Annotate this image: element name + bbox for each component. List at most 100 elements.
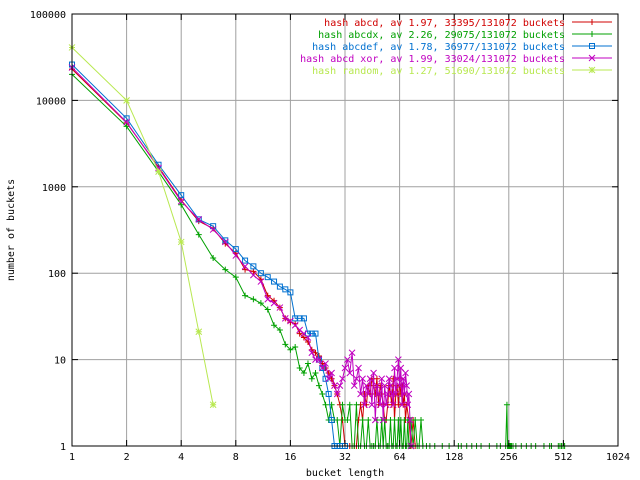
- data-point: [319, 390, 326, 397]
- data-point: [382, 401, 390, 409]
- data-point: [346, 369, 354, 377]
- data-point: [391, 364, 398, 372]
- data-point: [325, 375, 332, 383]
- data-point: [328, 369, 335, 377]
- data-point: [398, 401, 406, 409]
- x-tick-label: 64: [394, 452, 406, 463]
- data-point: [364, 390, 372, 398]
- data-point: [418, 416, 425, 423]
- data-point: [250, 296, 257, 303]
- legend-entry-label: hash abcd, av 1.97, 33395/131072 buckets: [324, 18, 565, 29]
- data-point: [379, 416, 387, 424]
- legend-entry-label: hash abcdef, av 1.78, 36977/131072 bucke…: [312, 42, 565, 53]
- data-point: [308, 330, 315, 337]
- data-point: [361, 401, 368, 409]
- data-point: [350, 382, 358, 389]
- data-point: [403, 382, 411, 389]
- x-tick-label: 1: [69, 452, 75, 463]
- series-line: [71, 47, 214, 405]
- data-point: [210, 223, 217, 230]
- y-tick-label: 10000: [36, 96, 66, 107]
- data-point: [257, 278, 265, 285]
- data-point: [271, 322, 278, 329]
- data-point: [308, 349, 316, 357]
- data-point: [363, 382, 370, 389]
- x-tick-label: 16: [284, 452, 296, 463]
- data-point: [304, 330, 311, 337]
- data-point: [312, 349, 319, 356]
- x-tick-label: 4: [178, 452, 184, 463]
- data-point: [304, 334, 312, 341]
- legend-entry-label: hash random, av 1.27, 51690/131072 bucke…: [312, 66, 565, 77]
- data-point: [325, 390, 332, 397]
- data-point: [392, 390, 400, 398]
- data-point: [232, 246, 239, 253]
- data-point: [250, 268, 257, 275]
- data-point: [178, 192, 185, 199]
- data-point: [250, 271, 257, 279]
- series-1: [69, 71, 568, 449]
- data-point: [264, 295, 272, 303]
- data-point: [178, 201, 185, 208]
- data-point: [209, 401, 217, 409]
- data-point: [210, 254, 217, 261]
- data-point: [195, 231, 202, 238]
- data-point: [503, 401, 510, 408]
- y-tick-label: 100: [48, 269, 66, 280]
- data-point: [322, 364, 329, 371]
- data-point: [319, 364, 326, 371]
- data-point: [242, 292, 249, 299]
- data-point: [348, 349, 356, 357]
- data-point: [300, 334, 307, 341]
- data-point: [381, 382, 389, 389]
- data-point: [257, 300, 264, 307]
- data-point: [370, 369, 377, 377]
- data-point: [222, 266, 229, 273]
- x-axis-label: bucket length: [306, 468, 384, 479]
- data-point: [276, 304, 284, 311]
- data-point: [396, 382, 403, 389]
- data-point: [123, 97, 130, 104]
- data-point: [271, 278, 278, 285]
- data-point: [257, 270, 264, 277]
- data-point: [281, 315, 289, 322]
- data-point: [221, 238, 229, 246]
- data-point: [328, 416, 335, 423]
- data-point: [312, 330, 319, 337]
- legend-entry-label: hash abcdx, av 2.26, 29075/131072 bucket…: [318, 30, 565, 41]
- data-point: [372, 390, 379, 397]
- data-point: [361, 390, 368, 397]
- data-point: [375, 390, 382, 398]
- series-2: [69, 61, 348, 449]
- data-point: [389, 401, 397, 409]
- y-tick-label: 1000: [42, 183, 66, 194]
- data-point: [406, 416, 414, 424]
- data-point: [412, 416, 419, 423]
- y-tick-label: 100000: [30, 10, 66, 21]
- x-tick-label: 2: [124, 452, 130, 463]
- data-point: [296, 364, 303, 371]
- data-point: [232, 274, 239, 281]
- data-point: [339, 401, 346, 408]
- data-point: [315, 356, 323, 363]
- data-point: [282, 341, 289, 348]
- data-point: [195, 216, 202, 223]
- data-point: [222, 237, 229, 244]
- data-point: [241, 263, 249, 270]
- y-tick-label: 1: [60, 442, 66, 453]
- x-tick-label: 8: [233, 452, 239, 463]
- x-tick-label: 256: [500, 452, 518, 463]
- data-point: [123, 115, 130, 122]
- data-point: [308, 375, 315, 382]
- data-point: [588, 54, 596, 62]
- data-point: [393, 375, 401, 383]
- data-point: [296, 330, 303, 337]
- data-point: [276, 327, 283, 334]
- data-point: [304, 360, 311, 367]
- x-tick-label: 512: [554, 452, 572, 463]
- data-point: [373, 375, 380, 382]
- data-point: [195, 215, 203, 223]
- data-point: [322, 360, 329, 367]
- y-axis-ticks: 1 10 100 1000 10000 100000: [30, 10, 618, 453]
